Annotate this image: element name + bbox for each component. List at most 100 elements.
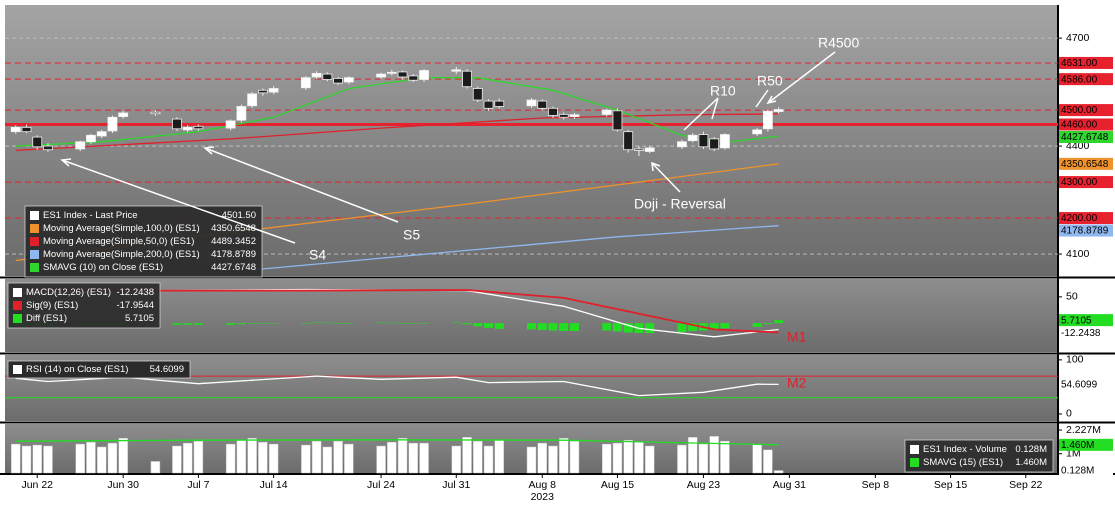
annotation: S5 <box>403 227 420 243</box>
histogram-bar <box>623 323 633 333</box>
histogram-bar <box>473 323 483 327</box>
volume-bar <box>75 443 85 474</box>
annotation: Doji - Reversal <box>634 196 726 212</box>
histogram-bar <box>322 322 332 324</box>
histogram-bar <box>398 323 408 324</box>
candle-body <box>526 99 537 107</box>
volume-bar <box>96 446 107 474</box>
volume-bar <box>344 443 354 474</box>
volume-bar <box>21 445 32 474</box>
x-axis-year: 2023 <box>531 491 555 503</box>
volume-bar <box>763 449 773 474</box>
legend-swatch <box>910 458 919 467</box>
candle-body <box>709 138 720 150</box>
volume-bar <box>773 470 784 474</box>
volume-bar <box>236 439 247 474</box>
candle-body <box>75 141 86 150</box>
series-tag-box <box>1059 157 1113 170</box>
candle-body <box>225 120 236 129</box>
candle-body <box>687 134 698 142</box>
level-tag: 4631.00 <box>1061 58 1098 69</box>
candle-body <box>558 114 569 118</box>
candle-body <box>247 93 258 107</box>
y-tick-label: 0 <box>1066 408 1072 420</box>
x-tick-label: Aug 8 <box>529 479 557 491</box>
legend-box <box>904 439 1054 473</box>
diff-tag: 5.7105 <box>1061 315 1092 326</box>
volume-bar <box>644 445 655 474</box>
candle-body <box>386 71 397 74</box>
y-tick-label: 100 <box>1066 354 1084 366</box>
legend-value: -12.2438 <box>116 287 154 298</box>
volume-bar <box>86 441 96 474</box>
annotation: R4500 <box>818 35 859 51</box>
volume-bar <box>612 442 623 474</box>
x-tick-label: Jul 31 <box>442 479 470 491</box>
histogram-bar <box>677 323 687 333</box>
legend-box <box>7 282 161 329</box>
volume-bar <box>494 439 505 474</box>
level-tag: 4500.00 <box>1061 105 1098 116</box>
volume-bar <box>333 440 343 474</box>
histogram-bar <box>333 323 343 324</box>
volume-bar <box>43 445 53 474</box>
volume-bar <box>32 444 42 474</box>
volume-bar <box>118 438 128 474</box>
candle-body <box>311 72 322 78</box>
volume-bar <box>720 440 730 474</box>
candle-body <box>408 75 419 81</box>
candle-body <box>10 126 21 133</box>
histogram-bar <box>193 323 203 325</box>
legend-value: 4427.6748 <box>211 262 256 273</box>
level-tag: 4460.00 <box>1061 120 1098 131</box>
histogram-bar <box>312 322 322 324</box>
y-tick-label: 50 <box>1066 291 1078 303</box>
candle-body <box>343 77 354 83</box>
histogram-bar <box>527 323 536 330</box>
volume-bar <box>397 438 408 474</box>
candle-body <box>376 73 386 78</box>
candle-body <box>677 141 687 148</box>
rsi-tag: 54.6099 <box>1061 380 1098 391</box>
candle-body <box>172 118 182 130</box>
volume-bar <box>419 442 429 474</box>
histogram-bar <box>602 323 612 331</box>
legend-swatch <box>30 263 39 272</box>
x-tick-label: Sep 15 <box>934 479 967 491</box>
legend-swatch <box>30 211 39 220</box>
legend-value: 0.128M <box>1015 444 1047 455</box>
moving-average-line <box>15 113 779 152</box>
volume-bar <box>182 442 193 474</box>
annotation: R10 <box>710 83 736 99</box>
volume-bar <box>268 443 279 474</box>
volume-bar <box>569 440 580 474</box>
volume-bar <box>752 443 762 474</box>
level-tag: 4300.00 <box>1061 177 1098 188</box>
volume-bar <box>687 437 698 474</box>
annotation-arrows <box>60 51 836 244</box>
volume-bar <box>311 440 322 474</box>
volume-bar <box>473 440 483 474</box>
legend-swatch <box>910 445 919 454</box>
candle-body <box>462 70 472 88</box>
legend-label: Moving Average(Simple,50,0) (ES1) <box>43 236 194 247</box>
level-tag-box <box>1059 212 1113 225</box>
legend-label: SMAVG (10) on Close (ES1) <box>43 262 163 273</box>
level-tag-box <box>1059 118 1113 131</box>
series-tag: 4350.6548 <box>1061 159 1109 170</box>
volume-bar <box>623 439 633 474</box>
diff-tag-box <box>1059 314 1113 327</box>
candle-body <box>107 116 118 132</box>
legend-label: Diff (ES1) <box>26 313 67 324</box>
histogram-bar <box>451 322 461 324</box>
candle-body <box>32 136 43 148</box>
volume-bar <box>107 442 118 474</box>
y-tick-label: 4700 <box>1066 32 1090 44</box>
candle-body <box>397 71 408 78</box>
annotation: S4 <box>309 247 326 263</box>
candle-body <box>419 70 429 80</box>
x-tick-label: Jul 24 <box>367 479 395 491</box>
x-tick-label: Aug 15 <box>601 479 634 491</box>
legend-label: ES1 Index - Volume <box>923 444 1007 455</box>
